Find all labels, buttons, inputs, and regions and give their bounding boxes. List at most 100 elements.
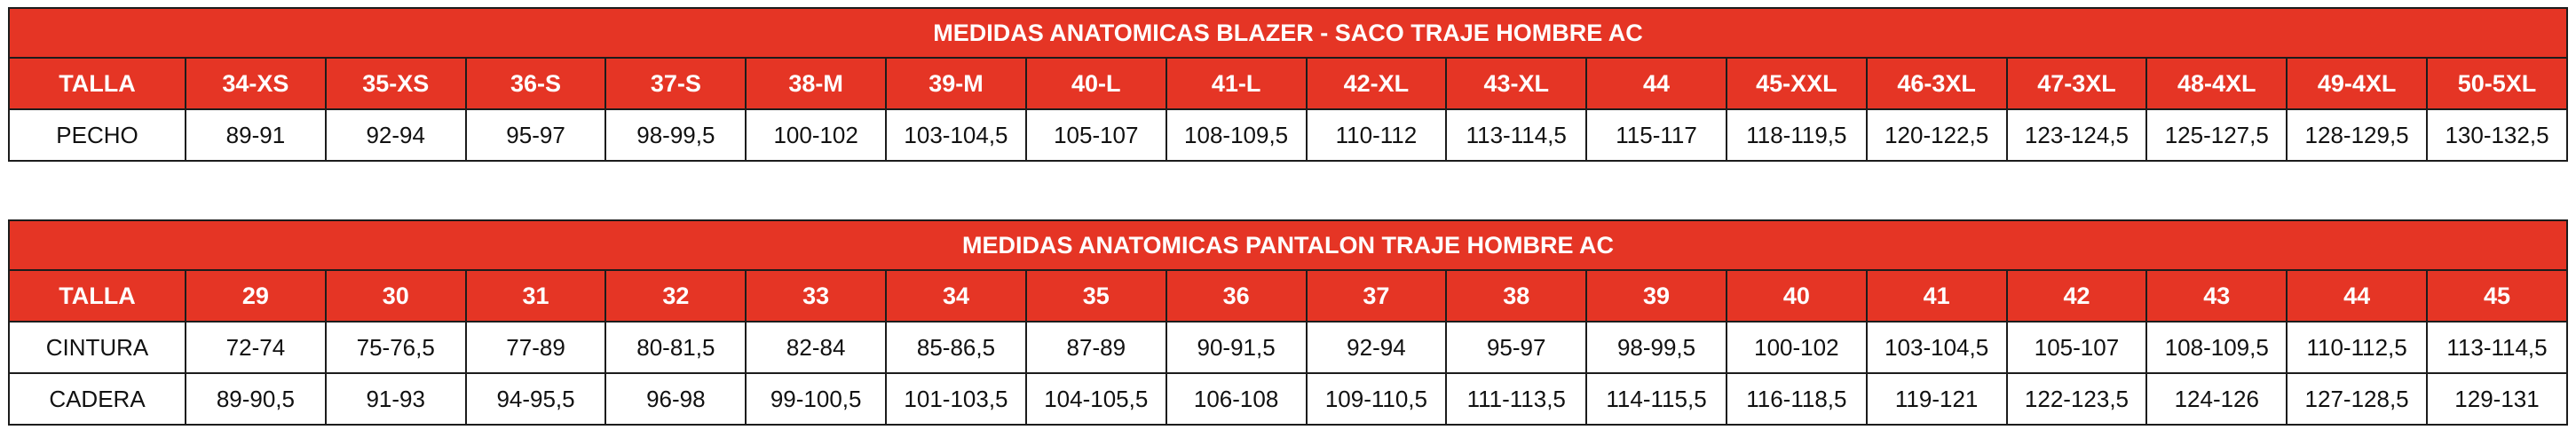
measurement-cell: 92-94 xyxy=(1305,321,1448,374)
measurement-cell: 95-97 xyxy=(1445,321,1588,374)
measurement-cell: 96-98 xyxy=(604,372,747,426)
blazer-size-header: 42-XL xyxy=(1305,57,1448,110)
measurement-cell: 120-122,5 xyxy=(1865,108,2008,162)
measurement-cell: 118-119,5 xyxy=(1725,108,1868,162)
measurement-cell: 123-124,5 xyxy=(2005,108,2148,162)
blazer-table-title: MEDIDAS ANATOMICAS BLAZER - SACO TRAJE H… xyxy=(8,7,2568,59)
measurement-cell: 101-103,5 xyxy=(885,372,1027,426)
pantalon-size-header: 29 xyxy=(185,269,327,323)
pantalon-size-header: 31 xyxy=(464,269,607,323)
measurement-cell: 114-115,5 xyxy=(1585,372,1727,426)
measurement-cell: 103-104,5 xyxy=(1865,321,2008,374)
measurement-cell: 128-129,5 xyxy=(2286,108,2428,162)
measurement-cell: 125-127,5 xyxy=(2145,108,2288,162)
pantalon-size-header: 33 xyxy=(745,269,888,323)
measurement-cell: 80-81,5 xyxy=(604,321,747,374)
measurement-cell: 111-113,5 xyxy=(1445,372,1588,426)
pantalon-size-header: 43 xyxy=(2145,269,2288,323)
row-label: CINTURA xyxy=(8,321,186,374)
pantalon-size-header: 44 xyxy=(2286,269,2428,323)
measurement-cell: 127-128,5 xyxy=(2286,372,2428,426)
measurement-cell: 109-110,5 xyxy=(1305,372,1448,426)
measurement-cell: 89-90,5 xyxy=(185,372,327,426)
pantalon-size-header: 41 xyxy=(1865,269,2008,323)
pantalon-size-header: 30 xyxy=(324,269,467,323)
measurement-cell: 122-123,5 xyxy=(2005,372,2148,426)
measurement-cell: 106-108 xyxy=(1165,372,1308,426)
blazer-size-table: MEDIDAS ANATOMICAS BLAZER - SACO TRAJE H… xyxy=(8,7,2568,162)
pantalon-size-header: 35 xyxy=(1024,269,1167,323)
measurement-cell: 130-132,5 xyxy=(2426,108,2568,162)
measurement-cell: 110-112,5 xyxy=(2286,321,2428,374)
measurement-cell: 82-84 xyxy=(745,321,888,374)
pantalon-size-header: 34 xyxy=(885,269,1027,323)
measurement-cell: 90-91,5 xyxy=(1165,321,1308,374)
measurement-cell: 95-97 xyxy=(464,108,607,162)
row-label: CADERA xyxy=(8,372,186,426)
row-label: PECHO xyxy=(8,108,186,162)
pantalon-size-header: 32 xyxy=(604,269,747,323)
blazer-size-header: 47-3XL xyxy=(2005,57,2148,110)
measurement-cell: 108-109,5 xyxy=(2145,321,2288,374)
measurement-cell: 91-93 xyxy=(324,372,467,426)
blazer-talla-header: TALLA xyxy=(8,57,186,110)
pantalon-row-cintura: CINTURA 72-74 75-76,5 77-89 80-81,5 82-8… xyxy=(8,321,2568,374)
pantalon-size-header: 40 xyxy=(1725,269,1868,323)
measurement-cell: 113-114,5 xyxy=(2426,321,2568,374)
measurement-cell: 92-94 xyxy=(324,108,467,162)
measurement-cell: 77-89 xyxy=(464,321,607,374)
blazer-size-header-row: TALLA 34-XS 35-XS 36-S 37-S 38-M 39-M 40… xyxy=(8,57,2568,110)
pantalon-size-header: 36 xyxy=(1165,269,1308,323)
measurement-cell: 103-104,5 xyxy=(885,108,1027,162)
pantalon-size-header-row: TALLA 29 30 31 32 33 34 35 36 37 38 39 4… xyxy=(8,269,2568,323)
measurement-cell: 99-100,5 xyxy=(745,372,888,426)
pantalon-title-row: MEDIDAS ANATOMICAS PANTALON TRAJE HOMBRE… xyxy=(8,219,2568,271)
blazer-size-header: 38-M xyxy=(745,57,888,110)
measurement-cell: 124-126 xyxy=(2145,372,2288,426)
blazer-size-header: 37-S xyxy=(604,57,747,110)
pantalon-talla-header: TALLA xyxy=(8,269,186,323)
measurement-cell: 115-117 xyxy=(1585,108,1727,162)
measurement-cell: 110-112 xyxy=(1305,108,1448,162)
measurement-cell: 116-118,5 xyxy=(1725,372,1868,426)
blazer-size-header: 39-M xyxy=(885,57,1027,110)
measurement-cell: 89-91 xyxy=(185,108,327,162)
measurement-cell: 105-107 xyxy=(2005,321,2148,374)
blazer-size-header: 34-XS xyxy=(185,57,327,110)
measurement-cell: 100-102 xyxy=(1725,321,1868,374)
measurement-cell: 85-86,5 xyxy=(885,321,1027,374)
blazer-row-pecho: PECHO 89-91 92-94 95-97 98-99,5 100-102 … xyxy=(8,108,2568,162)
measurement-cell: 98-99,5 xyxy=(604,108,747,162)
blazer-size-header: 49-4XL xyxy=(2286,57,2428,110)
measurement-cell: 129-131 xyxy=(2426,372,2568,426)
blazer-size-header: 35-XS xyxy=(324,57,467,110)
measurement-cell: 104-105,5 xyxy=(1024,372,1167,426)
measurement-cell: 105-107 xyxy=(1024,108,1167,162)
pantalon-size-header: 39 xyxy=(1585,269,1727,323)
blazer-size-header: 44 xyxy=(1585,57,1727,110)
pantalon-size-header: 42 xyxy=(2005,269,2148,323)
blazer-size-header: 50-5XL xyxy=(2426,57,2568,110)
pantalon-size-header: 37 xyxy=(1305,269,1448,323)
measurement-cell: 100-102 xyxy=(745,108,888,162)
blazer-size-header: 43-XL xyxy=(1445,57,1588,110)
pantalon-size-header: 45 xyxy=(2426,269,2568,323)
blazer-size-header: 45-XXL xyxy=(1725,57,1868,110)
pantalon-table-title: MEDIDAS ANATOMICAS PANTALON TRAJE HOMBRE… xyxy=(8,219,2568,271)
measurement-cell: 98-99,5 xyxy=(1585,321,1727,374)
pantalon-size-header: 38 xyxy=(1445,269,1588,323)
measurement-cell: 108-109,5 xyxy=(1165,108,1308,162)
blazer-size-header: 36-S xyxy=(464,57,607,110)
blazer-size-header: 41-L xyxy=(1165,57,1308,110)
blazer-size-header: 48-4XL xyxy=(2145,57,2288,110)
measurement-cell: 87-89 xyxy=(1024,321,1167,374)
measurement-cell: 94-95,5 xyxy=(464,372,607,426)
blazer-size-header: 40-L xyxy=(1024,57,1167,110)
pantalon-size-table: MEDIDAS ANATOMICAS PANTALON TRAJE HOMBRE… xyxy=(8,219,2568,426)
measurement-cell: 119-121 xyxy=(1865,372,2008,426)
measurement-cell: 75-76,5 xyxy=(324,321,467,374)
measurement-cell: 113-114,5 xyxy=(1445,108,1588,162)
measurement-cell: 72-74 xyxy=(185,321,327,374)
pantalon-row-cadera: CADERA 89-90,5 91-93 94-95,5 96-98 99-10… xyxy=(8,372,2568,426)
blazer-title-row: MEDIDAS ANATOMICAS BLAZER - SACO TRAJE H… xyxy=(8,7,2568,59)
